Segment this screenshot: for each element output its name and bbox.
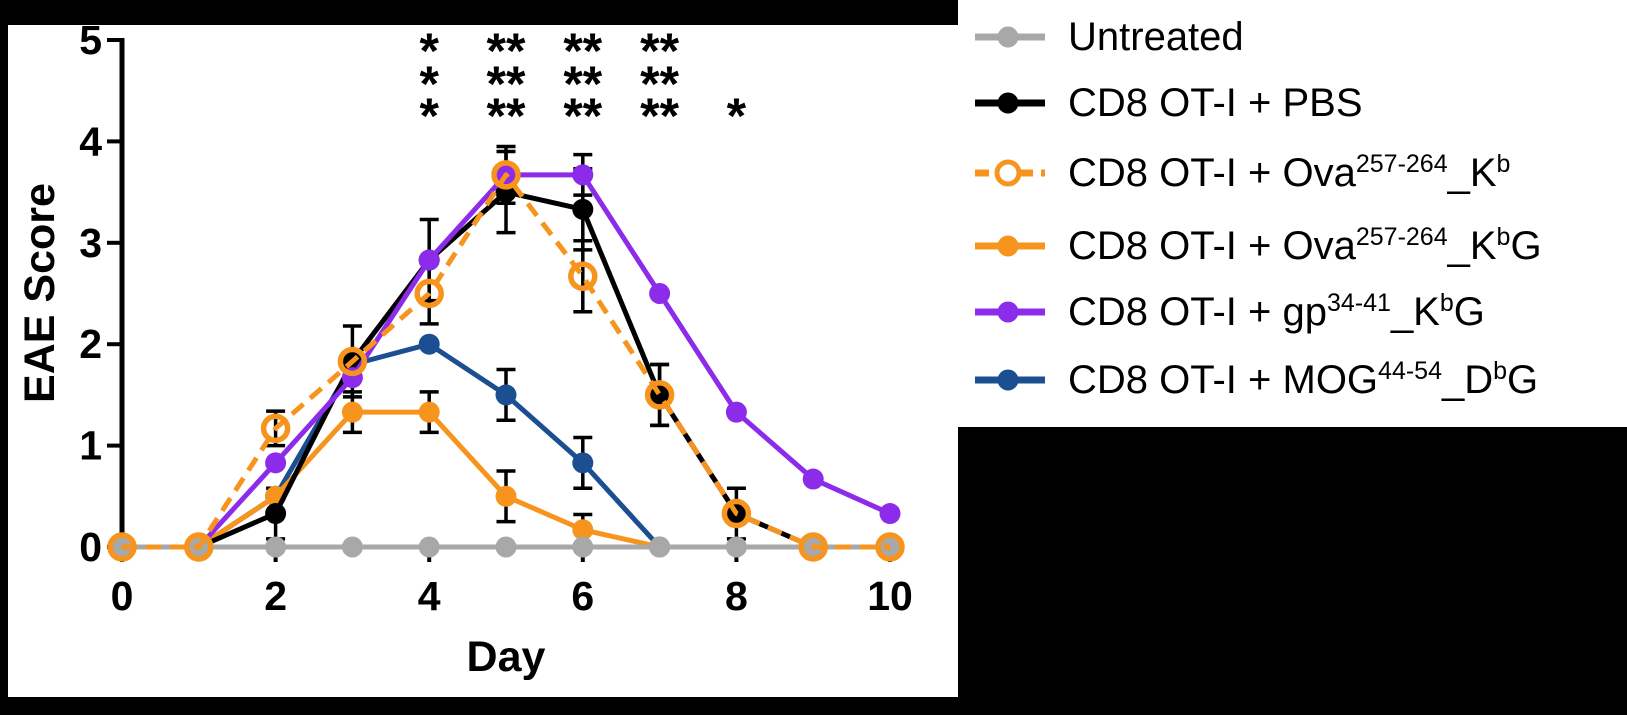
legend-filled-circle-icon xyxy=(997,369,1019,391)
legend-label: CD8 OT-I + PBS xyxy=(1068,81,1363,125)
data-point-marker xyxy=(491,160,521,190)
data-point-marker xyxy=(107,532,137,562)
data-point-marker xyxy=(341,401,363,423)
data-point-marker xyxy=(802,468,824,490)
legend-marker-icon xyxy=(975,26,1045,48)
data-point-marker xyxy=(414,278,444,309)
legend-filled-circle-icon xyxy=(997,301,1019,323)
y-tick-label: 4 xyxy=(79,118,102,164)
significance-asterisk: ** xyxy=(487,56,526,112)
y-tick-label: 2 xyxy=(79,321,102,367)
data-point-marker xyxy=(265,503,287,525)
data-point-marker xyxy=(644,380,675,410)
significance-asterisk: * xyxy=(419,56,439,112)
x-tick-label: 8 xyxy=(725,573,748,619)
data-point-marker xyxy=(721,498,752,529)
significance-asterisk: * xyxy=(727,88,747,144)
legend-marker-icon xyxy=(975,301,1045,323)
data-point-marker xyxy=(265,536,287,558)
significance-asterisk: * xyxy=(419,88,439,144)
legend-label: CD8 OT-I + gp34-41_KbG xyxy=(1068,289,1485,334)
data-point-marker xyxy=(649,283,671,304)
series-line xyxy=(122,189,815,550)
legend-panel: Untreated CD8 OT-I + PBS CD8 OT-I + Ova257… xyxy=(958,0,1627,427)
significance-asterisk: ** xyxy=(563,25,602,79)
data-point-marker xyxy=(184,532,214,562)
significance-asterisk: ** xyxy=(563,56,602,112)
series-line xyxy=(122,341,662,550)
data-point-marker xyxy=(875,532,905,562)
data-point-marker xyxy=(568,261,598,292)
significance-asterisk: ** xyxy=(487,25,526,79)
legend-filled-circle-icon xyxy=(997,92,1019,114)
legend-filled-circle-icon xyxy=(997,235,1019,257)
y-axis-title: EAE Score xyxy=(16,183,64,403)
legend-item: CD8 OT-I + Ova257-264_KbG xyxy=(972,223,1542,268)
significance-asterisk: ** xyxy=(640,25,679,79)
data-point-marker xyxy=(495,384,517,406)
x-axis-title: Day xyxy=(467,633,546,681)
x-tick-label: 10 xyxy=(867,573,913,619)
data-point-marker xyxy=(495,485,517,507)
data-point-marker xyxy=(572,519,594,541)
data-point-marker xyxy=(418,536,440,558)
plot-panel: 0 1 2 3 4 5 0 2 4 6 8 10 Day EAE Score * ** ** ** * ** ** ** *… xyxy=(8,17,958,697)
x-tick-label: 0 xyxy=(111,573,134,619)
legend-item: CD8 OT-I + gp34-41_KbG xyxy=(972,289,1485,334)
legend-item: CD8 OT-I + PBS xyxy=(972,81,1363,125)
legend-label: CD8 OT-I + MOG44-54_DbG xyxy=(1068,357,1539,402)
series-line xyxy=(122,409,661,550)
data-point-marker xyxy=(879,503,901,525)
series-line xyxy=(122,172,890,550)
y-tick-label: 0 xyxy=(79,524,102,570)
data-point-marker xyxy=(418,249,440,271)
data-point-marker xyxy=(798,532,828,562)
y-tick-label: 3 xyxy=(79,220,102,266)
data-point-marker xyxy=(649,536,671,558)
data-point-marker xyxy=(341,536,363,558)
data-point-marker xyxy=(572,536,594,558)
data-point-marker xyxy=(725,401,747,423)
x-tick-label: 2 xyxy=(264,573,287,619)
data-point-marker xyxy=(265,452,287,474)
legend-label: Untreated xyxy=(1068,15,1244,59)
data-point-marker xyxy=(260,413,291,444)
data-point-marker xyxy=(418,401,440,423)
legend-label: CD8 OT-I + Ova257-264_Kb xyxy=(1068,150,1511,195)
legend-marker-icon xyxy=(975,369,1045,391)
significance-asterisk: ** xyxy=(487,88,526,144)
significance-asterisk: ** xyxy=(563,88,602,144)
y-tick-label: 5 xyxy=(79,25,102,63)
legend-marker-icon xyxy=(975,159,1045,187)
legend-filled-circle-icon xyxy=(997,26,1019,48)
legend-marker-icon xyxy=(975,235,1045,257)
data-point-marker xyxy=(572,164,594,186)
data-point-marker xyxy=(572,452,594,474)
redacted-black-box xyxy=(963,427,1627,697)
data-point-marker xyxy=(725,536,747,558)
significance-asterisk: ** xyxy=(640,56,679,112)
legend-item: CD8 OT-I + Ova257-264_Kb xyxy=(972,150,1511,195)
significance-asterisk: ** xyxy=(640,88,679,144)
significance-asterisk: * xyxy=(419,25,439,79)
legend-marker-icon xyxy=(975,92,1045,114)
y-tick-label: 1 xyxy=(79,423,102,469)
legend-label: CD8 OT-I + Ova257-264_KbG xyxy=(1068,223,1542,268)
data-point-marker xyxy=(572,198,594,220)
data-point-marker xyxy=(418,333,440,355)
data-point-marker xyxy=(337,346,368,377)
legend-open-circle-icon xyxy=(994,159,1022,187)
x-tick-label: 4 xyxy=(418,573,441,619)
legend-item: CD8 OT-I + MOG44-54_DbG xyxy=(972,357,1539,402)
legend-item: Untreated xyxy=(972,15,1244,59)
x-tick-label: 6 xyxy=(571,573,594,619)
data-point-marker xyxy=(495,536,517,558)
